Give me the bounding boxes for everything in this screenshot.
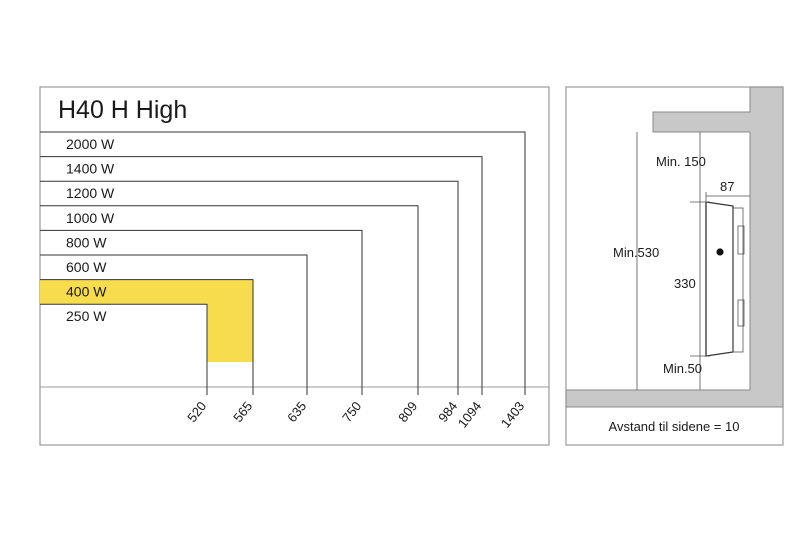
depth-label: 87	[720, 179, 734, 194]
row-label-1000w: 1000 W	[66, 210, 115, 226]
bracket-250w	[40, 303, 208, 387]
bracket-2000w	[40, 131, 526, 387]
size-table-frame	[39, 86, 550, 446]
wall-bracket	[732, 207, 744, 353]
bracket-800w	[40, 229, 363, 387]
bracket-1400w	[40, 156, 483, 387]
product-title: H40 H High	[58, 96, 187, 124]
row-label-1200w: 1200 W	[66, 185, 115, 201]
bracket-detail-lower	[737, 299, 745, 327]
wall-section	[565, 86, 784, 408]
watt-rows: 2000 W 1400 W 1200 W 1000 W 800 W 600 W 400 W 2…	[40, 131, 526, 387]
heater-body	[705, 201, 734, 357]
tick-label-750: 750	[339, 399, 364, 425]
bracket-1000w	[40, 205, 419, 387]
bracket-1200w	[40, 180, 459, 387]
tick-label-635: 635	[284, 399, 309, 425]
min-top-label: Min. 150	[656, 154, 706, 169]
tick-label-1403: 1403	[498, 399, 528, 431]
min-height-label: Min.530	[613, 245, 659, 260]
row-label-600w: 600 W	[66, 259, 107, 275]
bracket-400w	[40, 279, 254, 387]
side-clearance-note: Avstand til sidene = 10	[609, 419, 740, 434]
row-label-250w: 250 W	[66, 308, 107, 324]
min-bottom-label: Min.50	[663, 361, 702, 376]
tick-label-809: 809	[395, 399, 420, 425]
tick-label-1094: 1094	[455, 399, 485, 431]
row-label-2000w: 2000 W	[66, 136, 115, 152]
control-knob-icon	[716, 248, 724, 256]
row-label-800w: 800 W	[66, 234, 107, 250]
bracket-600w	[40, 254, 308, 387]
row-label-1400w: 1400 W	[66, 161, 115, 177]
height-label: 330	[674, 276, 696, 291]
tick-label-565: 565	[230, 399, 255, 425]
tick-label-520: 520	[184, 399, 209, 425]
row-label-400w: 400 W	[66, 284, 107, 300]
highlight-band-400w	[40, 279, 253, 362]
bracket-detail-upper	[737, 225, 745, 255]
